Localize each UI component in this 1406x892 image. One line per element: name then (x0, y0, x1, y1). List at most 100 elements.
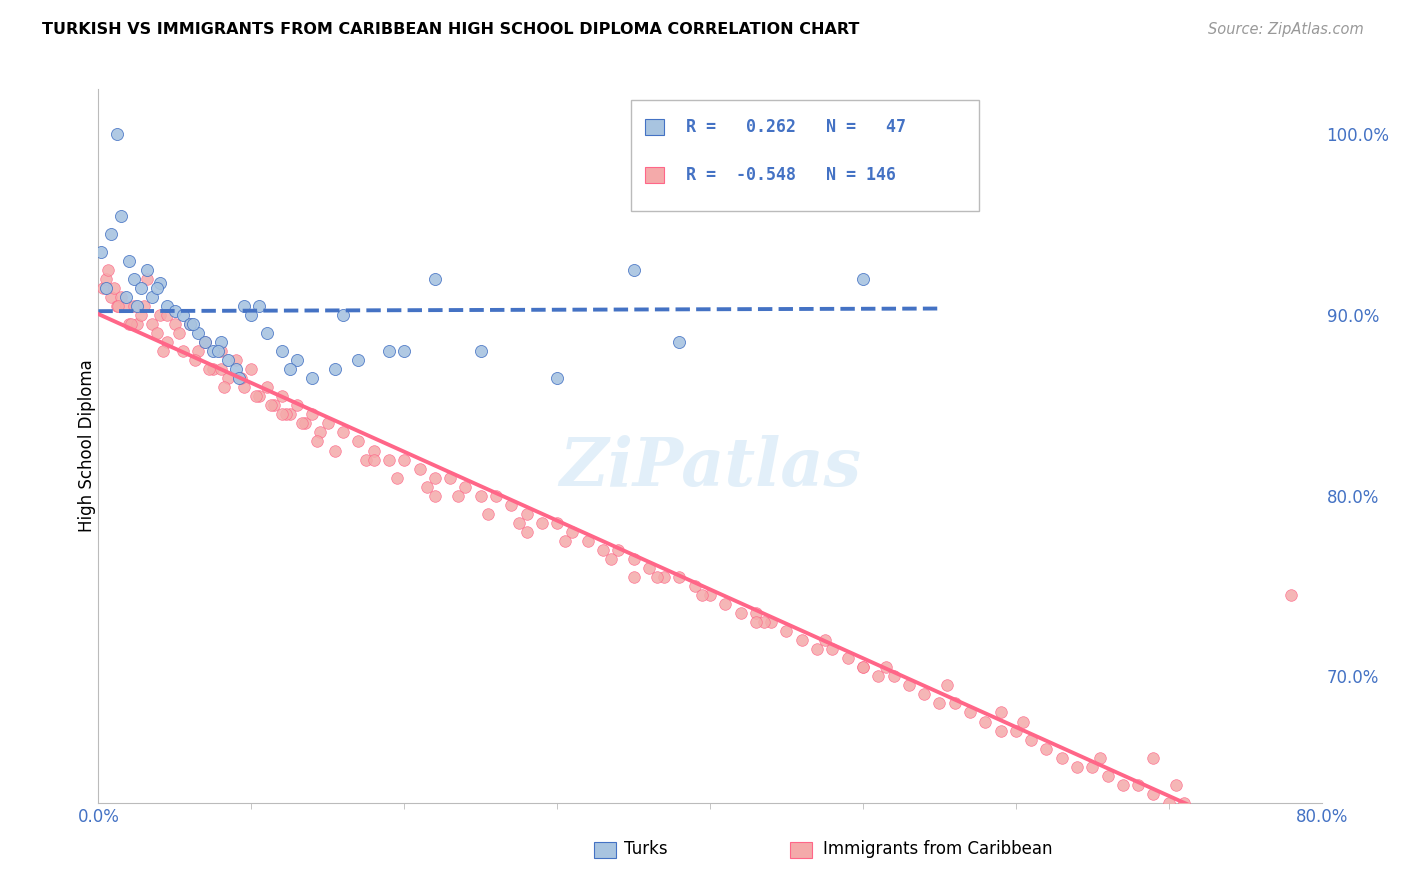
Point (209, 344, 232, 359)
Point (276, 408, 298, 422)
Point (623, 570, 645, 584)
Point (169, 326, 191, 340)
Point (245, 389, 267, 403)
Point (683, 579, 706, 593)
Text: Immigrants from Caribbean: Immigrants from Caribbean (823, 840, 1052, 858)
Point (129, 281, 152, 295)
Point (416, 480, 439, 494)
Point (1166, 778, 1188, 792)
Point (645, 570, 668, 584)
Point (790, 633, 813, 648)
FancyBboxPatch shape (790, 842, 811, 858)
Point (1188, 805, 1211, 819)
Point (225, 362, 247, 376)
Point (202, 344, 225, 359)
FancyBboxPatch shape (645, 120, 664, 135)
Point (516, 507, 538, 521)
Point (240, 308, 263, 322)
Point (852, 660, 875, 674)
Point (278, 362, 301, 376)
Point (194, 335, 217, 350)
Point (936, 678, 959, 692)
Point (103, 281, 125, 295)
Point (821, 642, 844, 657)
Point (883, 669, 905, 683)
Point (115, 299, 138, 313)
Point (118, 317, 141, 331)
Point (385, 470, 408, 484)
Point (599, 552, 621, 566)
Point (256, 326, 278, 340)
Point (745, 606, 768, 620)
Point (477, 507, 499, 521)
Point (730, 606, 752, 620)
Point (868, 669, 890, 683)
Point (546, 371, 568, 385)
Point (692, 588, 714, 602)
Point (1142, 750, 1164, 764)
Point (423, 272, 446, 286)
Point (125, 317, 148, 331)
Point (546, 516, 568, 530)
Point (761, 615, 783, 629)
Point (285, 353, 308, 368)
Point (145, 281, 167, 295)
Point (247, 299, 270, 313)
Point (285, 398, 308, 412)
Point (184, 353, 207, 368)
Point (110, 290, 132, 304)
Point (136, 263, 159, 277)
Point (814, 633, 837, 648)
Point (501, 498, 523, 512)
Point (94, 272, 117, 286)
Point (928, 697, 950, 711)
Point (1019, 732, 1042, 747)
Point (145, 326, 167, 340)
Point (156, 299, 179, 313)
Point (179, 317, 201, 331)
Point (378, 452, 401, 467)
Point (228, 371, 250, 385)
Point (530, 516, 553, 530)
Point (1035, 741, 1057, 756)
Point (90, 244, 112, 259)
Point (212, 380, 235, 394)
Point (454, 480, 477, 494)
Point (354, 452, 377, 467)
Point (912, 687, 935, 701)
Text: TURKISH VS IMMIGRANTS FROM CARIBBEAN HIGH SCHOOL DIPLOMA CORRELATION CHART: TURKISH VS IMMIGRANTS FROM CARIBBEAN HIG… (42, 22, 859, 37)
Y-axis label: High School Diploma: High School Diploma (79, 359, 96, 533)
Point (181, 317, 204, 331)
Point (837, 651, 859, 665)
Point (1128, 778, 1150, 792)
Point (209, 335, 232, 350)
Point (156, 335, 179, 350)
Point (217, 371, 239, 385)
Point (561, 524, 583, 539)
Point (325, 443, 347, 458)
Point (347, 353, 370, 368)
Point (240, 362, 263, 376)
Point (278, 408, 301, 422)
Point (1142, 787, 1164, 801)
Point (392, 452, 416, 467)
Point (115, 290, 138, 304)
Point (207, 344, 229, 359)
Point (172, 344, 194, 359)
Point (623, 552, 645, 566)
Point (294, 417, 316, 431)
FancyBboxPatch shape (630, 100, 979, 211)
Point (309, 425, 332, 440)
Point (301, 408, 323, 422)
Point (485, 489, 508, 503)
Point (990, 706, 1012, 720)
Point (232, 380, 254, 394)
Point (592, 542, 614, 557)
Point (378, 344, 401, 359)
Point (990, 723, 1012, 738)
Point (1050, 750, 1073, 764)
Point (110, 209, 132, 223)
Point (423, 470, 446, 484)
Point (652, 570, 675, 584)
Point (100, 290, 122, 304)
